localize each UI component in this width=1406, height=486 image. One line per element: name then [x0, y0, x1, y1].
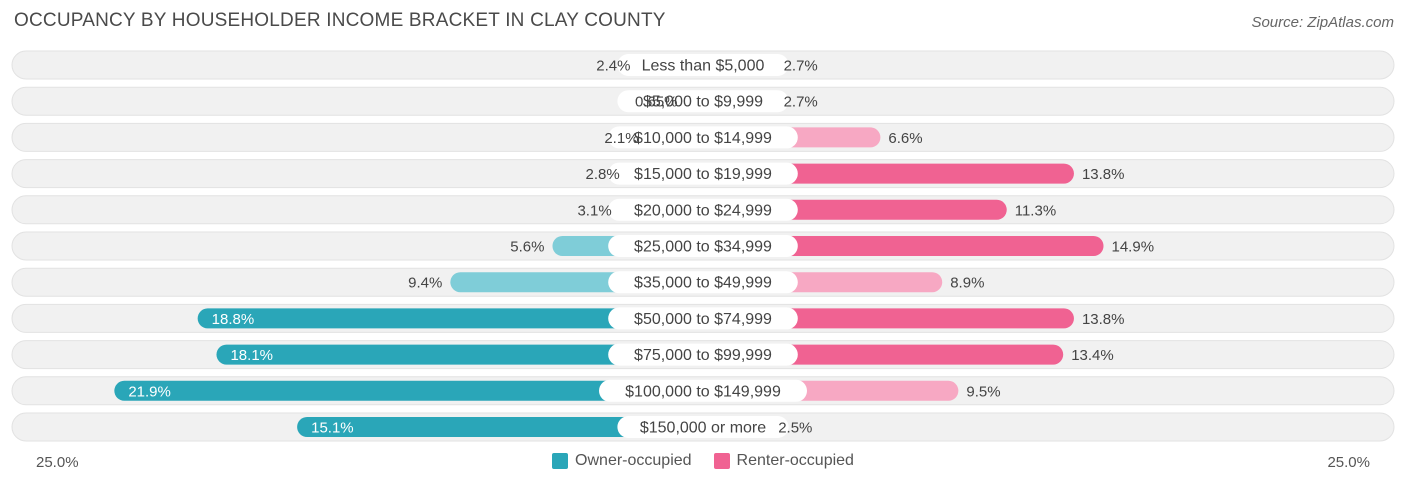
- owner-value-label: 21.9%: [128, 383, 171, 400]
- renter-bar: [703, 236, 1104, 256]
- category-label: $20,000 to $24,999: [634, 202, 772, 219]
- category-label: $15,000 to $19,999: [634, 166, 772, 183]
- renter-value-label: 2.7%: [784, 94, 818, 111]
- axis-right-label: 25.0%: [1327, 454, 1370, 471]
- owner-value-label: 9.4%: [408, 275, 442, 292]
- category-label-bg: [608, 343, 798, 366]
- renter-value-label: 13.8%: [1082, 166, 1125, 183]
- renter-value-label: 14.9%: [1112, 239, 1155, 256]
- renter-value-label: 11.3%: [1015, 202, 1056, 219]
- bar-chart: Less than $5,000 2.4% 2.7% $5,000 to $9,999…: [11, 50, 1395, 442]
- owner-value-label: 2.8%: [586, 166, 620, 183]
- category-label-bg: [608, 198, 798, 221]
- owner-bar: [216, 344, 704, 365]
- category-label-bg: [608, 235, 798, 257]
- owner-bar: [114, 380, 703, 401]
- category-label-bg: [608, 126, 798, 149]
- category-label-bg: [617, 54, 789, 76]
- owner-value-label: 3.1%: [577, 202, 611, 219]
- renter-value-label: 9.5%: [966, 383, 1000, 400]
- category-label: $100,000 to $149,999: [625, 383, 781, 400]
- renter-value-label: 13.8%: [1082, 311, 1125, 328]
- category-label-bg: [608, 271, 798, 294]
- owner-bar: [297, 417, 703, 437]
- owner-value-label: 2.4%: [596, 58, 630, 75]
- category-label-bg: [617, 90, 789, 113]
- category-label: $5,000 to $9,999: [643, 94, 763, 111]
- legend-owner[interactable]: Owner-occupied: [552, 452, 692, 470]
- category-label: $10,000 to $14,999: [634, 130, 772, 147]
- owner-bar: [197, 308, 703, 329]
- renter-value-label: 6.6%: [888, 130, 922, 147]
- renter-value-label: 2.5%: [778, 420, 812, 437]
- renter-value-label: 2.7%: [784, 58, 818, 75]
- category-label: $75,000 to $99,999: [634, 347, 772, 364]
- owner-value-label: 15.1%: [311, 420, 354, 437]
- legend-owner-swatch: [552, 453, 569, 469]
- category-label-bg: [608, 307, 798, 330]
- category-label-bg: [617, 416, 789, 438]
- category-label: $25,000 to $34,999: [634, 239, 772, 256]
- owner-value-label: 0.65%: [635, 94, 678, 111]
- owner-value-label: 5.6%: [510, 239, 544, 256]
- chart-title: OCCUPANCY BY HOUSEHOLDER INCOME BRACKET …: [14, 10, 666, 31]
- legend-renter[interactable]: Renter-occupied: [713, 452, 854, 470]
- category-label: $35,000 to $49,999: [634, 275, 772, 292]
- owner-value-label: 2.1%: [604, 130, 638, 147]
- category-label: $50,000 to $74,999: [634, 311, 772, 328]
- axis-left-label: 25.0%: [36, 454, 79, 471]
- legend-owner-label: Owner-occupied: [575, 452, 692, 469]
- owner-value-label: 18.8%: [212, 311, 255, 328]
- legend: Owner-occupied Renter-occupied: [0, 452, 1406, 470]
- chart-source: Source: ZipAtlas.com: [1251, 14, 1394, 31]
- category-label-bg: [599, 379, 807, 402]
- category-label: Less than $5,000: [642, 58, 765, 75]
- legend-renter-label: Renter-occupied: [736, 452, 854, 469]
- category-label: $150,000 or more: [640, 420, 766, 437]
- renter-value-label: 8.9%: [950, 275, 984, 292]
- category-label-bg: [608, 162, 798, 185]
- owner-value-label: 18.1%: [230, 347, 273, 364]
- renter-value-label: 13.4%: [1071, 347, 1114, 364]
- legend-renter-swatch: [713, 453, 730, 469]
